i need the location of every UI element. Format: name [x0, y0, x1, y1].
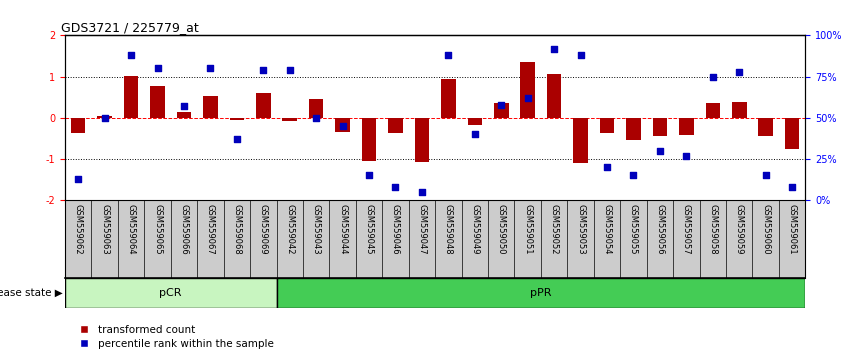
Bar: [65, 278, 276, 308]
Text: GSM559058: GSM559058: [708, 204, 717, 255]
Bar: [282, 118, 297, 121]
Bar: [494, 103, 508, 118]
Text: GSM559044: GSM559044: [338, 204, 347, 255]
Text: GDS3721 / 225779_at: GDS3721 / 225779_at: [61, 21, 199, 34]
Text: GSM559052: GSM559052: [550, 204, 559, 255]
Point: [468, 131, 481, 137]
Text: GSM559068: GSM559068: [232, 204, 242, 255]
Bar: [679, 118, 694, 135]
Point: [98, 115, 112, 120]
Point: [627, 172, 641, 178]
Text: GSM559059: GSM559059: [734, 204, 744, 255]
Text: GSM559054: GSM559054: [603, 204, 611, 255]
Text: GSM559045: GSM559045: [365, 204, 373, 255]
Bar: [785, 118, 799, 149]
Point: [229, 136, 243, 142]
Point: [71, 176, 85, 182]
Point: [547, 46, 561, 51]
Point: [759, 172, 772, 178]
Text: GSM559047: GSM559047: [417, 204, 426, 255]
Text: GSM559042: GSM559042: [285, 204, 294, 255]
Text: GSM559057: GSM559057: [682, 204, 691, 255]
Text: pPR: pPR: [530, 288, 552, 298]
Point: [309, 115, 323, 120]
Point: [389, 184, 403, 190]
Bar: [204, 96, 217, 118]
Point: [177, 103, 191, 109]
Text: GSM559050: GSM559050: [497, 204, 506, 255]
Bar: [229, 118, 244, 120]
Text: GSM559060: GSM559060: [761, 204, 770, 255]
Bar: [547, 74, 561, 118]
Point: [653, 148, 667, 154]
Point: [520, 95, 534, 101]
Point: [442, 52, 456, 58]
Bar: [653, 118, 667, 136]
Text: GSM559067: GSM559067: [206, 204, 215, 255]
Text: GSM559056: GSM559056: [656, 204, 664, 255]
Text: GSM559046: GSM559046: [391, 204, 400, 255]
Bar: [626, 118, 641, 140]
Point: [362, 172, 376, 178]
Point: [573, 52, 587, 58]
Text: GSM559063: GSM559063: [100, 204, 109, 255]
Bar: [97, 116, 112, 118]
Bar: [415, 118, 430, 162]
Point: [151, 65, 165, 71]
Text: GSM559048: GSM559048: [444, 204, 453, 255]
Bar: [468, 118, 482, 125]
Point: [256, 67, 270, 73]
Point: [336, 123, 350, 129]
Text: GSM559053: GSM559053: [576, 204, 585, 255]
Point: [124, 52, 138, 58]
Point: [494, 102, 508, 107]
Bar: [71, 118, 86, 133]
Bar: [335, 118, 350, 132]
Point: [706, 74, 720, 79]
Bar: [706, 103, 721, 118]
Text: GSM559066: GSM559066: [179, 204, 189, 255]
Bar: [759, 118, 773, 136]
Text: GSM559065: GSM559065: [153, 204, 162, 255]
Point: [733, 69, 746, 74]
Bar: [124, 76, 139, 118]
Bar: [732, 102, 746, 118]
Point: [204, 65, 217, 71]
Text: GSM559062: GSM559062: [74, 204, 82, 255]
Text: GSM559069: GSM559069: [259, 204, 268, 255]
Text: GSM559051: GSM559051: [523, 204, 533, 255]
Text: GSM559061: GSM559061: [788, 204, 797, 255]
Point: [600, 164, 614, 170]
Bar: [600, 118, 614, 133]
Point: [785, 184, 799, 190]
Point: [283, 67, 297, 73]
Text: disease state ▶: disease state ▶: [0, 288, 63, 298]
Text: GSM559055: GSM559055: [629, 204, 638, 255]
Bar: [177, 112, 191, 118]
Point: [415, 189, 429, 195]
Bar: [276, 278, 805, 308]
Bar: [573, 118, 588, 163]
Bar: [150, 86, 165, 118]
Bar: [441, 79, 456, 118]
Bar: [520, 62, 535, 118]
Bar: [388, 118, 403, 133]
Bar: [362, 118, 377, 161]
Bar: [309, 99, 323, 118]
Bar: [256, 93, 270, 118]
Legend: transformed count, percentile rank within the sample: transformed count, percentile rank withi…: [79, 325, 274, 349]
Text: GSM559043: GSM559043: [312, 204, 320, 255]
Text: pCR: pCR: [159, 288, 182, 298]
Point: [680, 153, 694, 158]
Text: GSM559049: GSM559049: [470, 204, 479, 255]
Text: GSM559064: GSM559064: [126, 204, 136, 255]
